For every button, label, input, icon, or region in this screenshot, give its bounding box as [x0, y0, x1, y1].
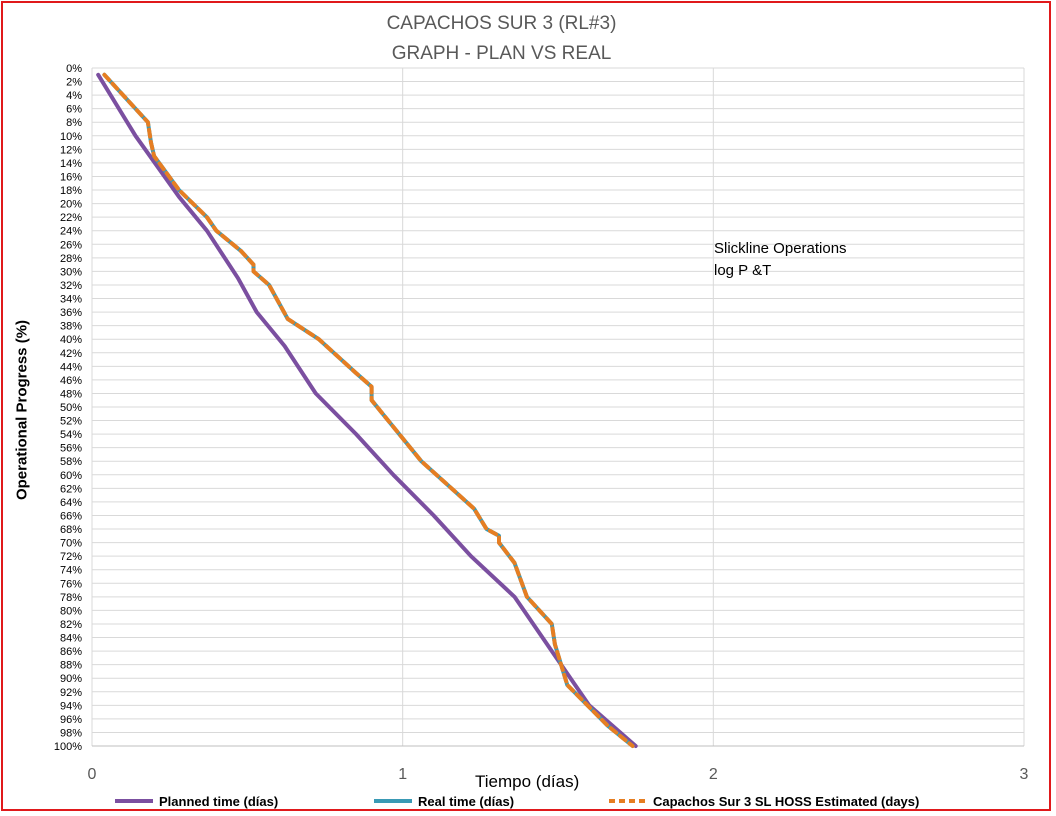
annotation-line-1: Slickline Operations [714, 240, 847, 257]
series-line-planned [96, 72, 638, 748]
legend-swatch-real [374, 799, 412, 803]
y-tick-label: 70% [60, 538, 82, 550]
y-tick-label: 48% [60, 388, 82, 400]
x-tick-label: 1 [398, 766, 407, 783]
y-tick-label: 22% [60, 212, 82, 224]
y-tick-label: 28% [60, 253, 82, 265]
y-tick-label: 80% [60, 605, 82, 617]
y-tick-label: 98% [60, 727, 82, 739]
y-tick-label: 40% [60, 334, 82, 346]
y-tick-label: 38% [60, 321, 82, 333]
y-tick-label: 84% [60, 633, 82, 645]
chart-subtitle: GRAPH - PLAN VS REAL [391, 43, 612, 64]
legend-label-planned: Planned time (días) [159, 793, 279, 809]
legend-label-real: Real time (días) [418, 793, 515, 809]
annotation-line-2: log P &T [714, 262, 772, 279]
annotation-text: Slickline Operations log P &T [714, 238, 847, 282]
y-tick-label: 4% [66, 90, 82, 102]
y-tick-label: 0% [66, 63, 82, 75]
y-tick-label: 30% [60, 266, 82, 278]
x-tick-label: 2 [709, 766, 718, 783]
y-tick-label: 6% [66, 104, 82, 116]
y-tick-label: 16% [60, 171, 82, 183]
legend-label-estimated: Capachos Sur 3 SL HOSS Estimated (days) [653, 793, 920, 809]
y-tick-label: 2% [66, 77, 82, 89]
legend-item-real: Real time (días) [372, 792, 514, 810]
y-tick-label: 78% [60, 592, 82, 604]
y-tick-label: 68% [60, 524, 82, 536]
y-tick-label: 36% [60, 307, 82, 319]
y-tick-label: 60% [60, 470, 82, 482]
y-tick-label: 50% [60, 402, 82, 414]
y-tick-label: 86% [60, 646, 82, 658]
chart-title: CAPACHOS SUR 3 (RL#3) [386, 13, 617, 34]
y-tick-label: 52% [60, 416, 82, 428]
y-tick-label: 42% [60, 348, 82, 360]
y-tick-label: 72% [60, 551, 82, 563]
legend-item-planned: Planned time (días) [113, 792, 278, 810]
y-tick-label: 18% [60, 185, 82, 197]
y-tick-label: 88% [60, 660, 82, 672]
y-tick-label: 94% [60, 700, 82, 712]
y-tick-label: 82% [60, 619, 82, 631]
y-tick-label: 12% [60, 144, 82, 156]
y-tick-label: 66% [60, 510, 82, 522]
y-tick-label: 62% [60, 483, 82, 495]
y-tick-label: 100% [54, 741, 82, 753]
x-tick-label: 3 [1020, 766, 1029, 783]
legend-swatch-planned [115, 799, 153, 803]
y-axis-label: Operational Progress (%) [13, 319, 31, 501]
y-tick-label: 74% [60, 565, 82, 577]
y-tick-label: 56% [60, 443, 82, 455]
y-tick-label: 58% [60, 456, 82, 468]
y-tick-label: 46% [60, 375, 82, 387]
y-tick-label: 64% [60, 497, 82, 509]
x-axis-label: Tiempo (días) [475, 772, 580, 791]
y-tick-label: 14% [60, 158, 82, 170]
y-tick-label: 34% [60, 294, 82, 306]
series-line-estimated [102, 72, 635, 748]
y-tick-label: 76% [60, 578, 82, 590]
y-tick-label: 8% [66, 117, 82, 129]
y-tick-label: 20% [60, 199, 82, 211]
legend-swatch-estimated [609, 799, 647, 803]
y-tick-label: 10% [60, 131, 82, 143]
y-tick-label: 54% [60, 429, 82, 441]
y-tick-label: 44% [60, 361, 82, 373]
legend-item-estimated: Capachos Sur 3 SL HOSS Estimated (days) [607, 792, 919, 810]
y-tick-label: 26% [60, 239, 82, 251]
y-tick-label: 32% [60, 280, 82, 292]
x-tick-label: 0 [88, 766, 97, 783]
y-tick-label: 90% [60, 673, 82, 685]
y-tick-label: 24% [60, 226, 82, 238]
y-tick-label: 96% [60, 714, 82, 726]
y-tick-label: 92% [60, 687, 82, 699]
